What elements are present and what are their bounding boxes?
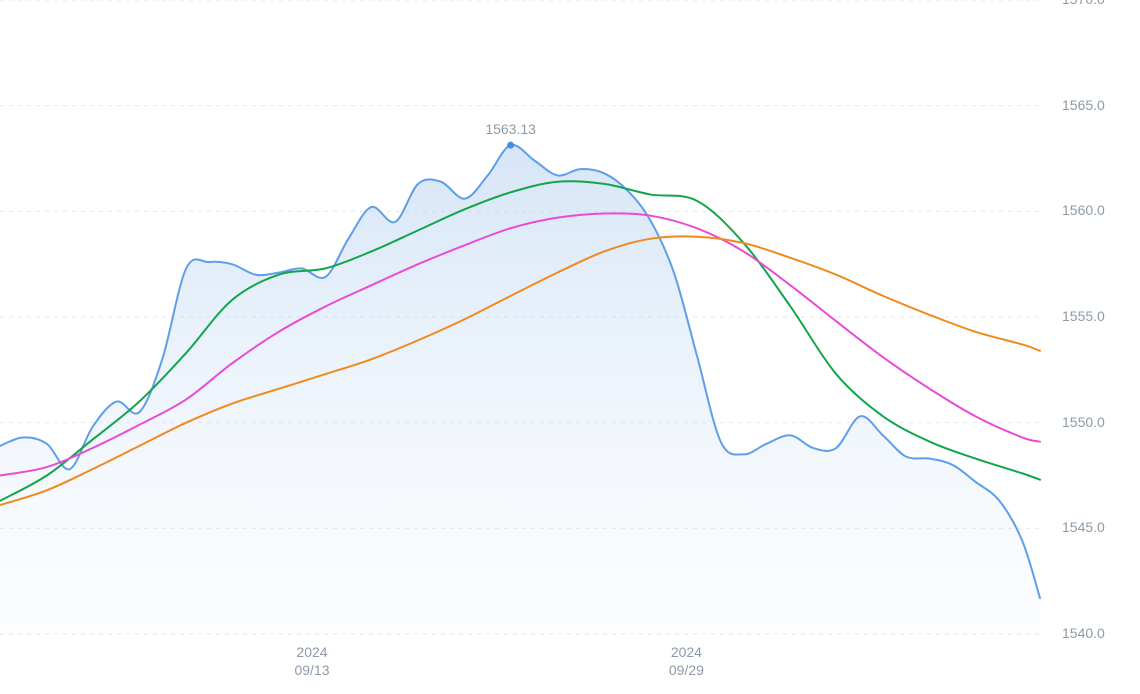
y-axis-tick-label: 1545.0 — [1062, 519, 1105, 535]
x-axis-tick-label: 202409/13 — [272, 644, 352, 679]
y-axis-tick-label: 1570.0 — [1062, 0, 1105, 7]
price-area — [0, 145, 1040, 634]
x-axis-tick-label: 202409/29 — [646, 644, 726, 679]
x-axis-year: 2024 — [272, 644, 352, 662]
x-axis-date: 09/13 — [272, 662, 352, 680]
chart-canvas — [0, 0, 1140, 694]
peak-marker-dot — [507, 142, 514, 149]
x-axis-date: 09/29 — [646, 662, 726, 680]
y-axis-tick-label: 1555.0 — [1062, 308, 1105, 324]
y-axis-tick-label: 1550.0 — [1062, 414, 1105, 430]
price-chart: 1540.0 1545.0 1550.0 1555.0 1560.0 1565.0 1570… — [0, 0, 1140, 694]
y-axis-tick-label: 1565.0 — [1062, 97, 1105, 113]
x-axis-year: 2024 — [646, 644, 726, 662]
peak-value-label: 1563.13 — [485, 121, 536, 137]
y-axis-tick-label: 1560.0 — [1062, 202, 1105, 218]
y-axis-tick-label: 1540.0 — [1062, 625, 1105, 641]
